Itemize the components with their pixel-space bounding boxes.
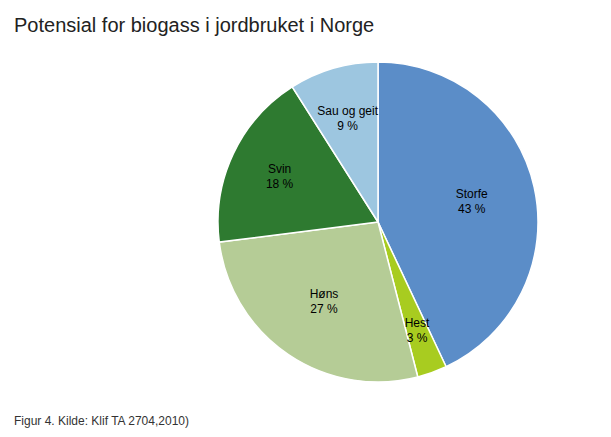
- value-label: 18 %: [266, 177, 294, 191]
- category-label: Sau og geit: [317, 104, 378, 118]
- slice: [219, 222, 418, 382]
- value-label: 3 %: [407, 331, 428, 345]
- slice-label: Storfe43 %: [456, 187, 488, 216]
- value-label: 27 %: [310, 302, 338, 316]
- slice-label: Svin18 %: [266, 162, 294, 191]
- chart-container: Potensial for biogass i jordbruket i Nor…: [0, 0, 611, 437]
- slice-label: Hest3 %: [405, 316, 430, 345]
- slice-label: Høns27 %: [310, 287, 339, 316]
- chart: Potensial for biogass i jordbruket i Nor…: [0, 0, 611, 437]
- title: Potensial for biogass i jordbruket i Nor…: [14, 14, 374, 36]
- slice: [292, 62, 378, 222]
- value-label: 9 %: [337, 119, 358, 133]
- caption: Figur 4. Kilde: Klif TA 2704,2010): [14, 414, 189, 428]
- category-label: Storfe: [456, 187, 488, 201]
- data-labels: Storfe43 % Hest3 % Høns27 % Svin18 % Sau og …: [266, 104, 488, 346]
- category-label: Svin: [268, 162, 291, 176]
- category-label: Høns: [310, 287, 339, 301]
- value-label: 43 %: [458, 202, 486, 216]
- category-label: Hest: [405, 316, 430, 330]
- slice-label: Sau og geit9 %: [317, 104, 378, 133]
- pie: [218, 62, 538, 382]
